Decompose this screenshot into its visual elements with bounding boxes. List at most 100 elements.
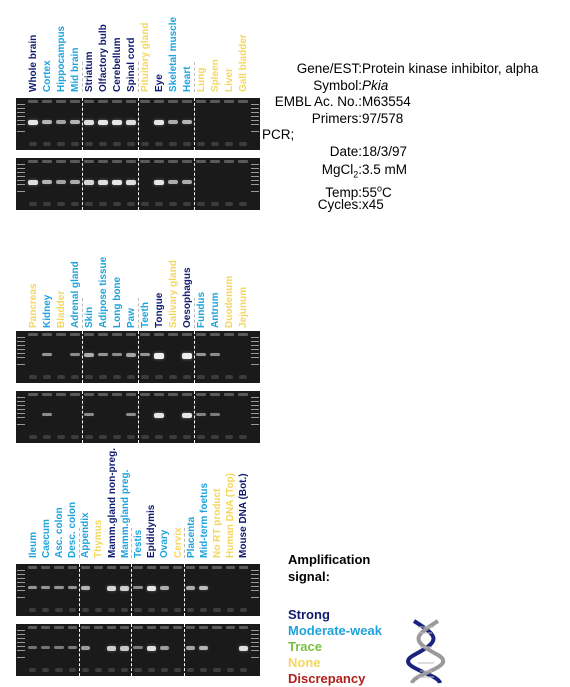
pcr-band [84,353,94,357]
gel-well [84,333,94,336]
primer-smear [55,668,63,672]
gel-lane [236,98,250,150]
primer-smear [99,202,107,206]
primer-smear [99,375,107,379]
gel-well [238,333,248,336]
info-row: MgCl2:3.5 mM [262,161,407,184]
gel-lane [236,158,250,210]
lane-label: Mid-term foetus [198,483,210,558]
gel-well [210,100,220,103]
gel-lane [52,564,65,616]
primer-smear [57,375,65,379]
dna-ladder [16,98,26,150]
pcr-band [42,120,52,124]
pcr-band [42,180,52,184]
primer-smear [160,668,168,672]
gel-well [112,100,122,103]
lane-label: Epididymis [146,504,158,558]
lane-label: Cortex [42,60,53,92]
pcr-band [67,646,77,649]
gel-well [210,333,220,336]
lane-label: Lung [196,67,207,92]
primer-smear [147,608,155,612]
primer-smear [29,142,37,146]
lane-label: Desc. colon [67,501,79,558]
gel-image-1a [16,98,260,150]
primer-smear [141,375,149,379]
gel-lane [208,158,222,210]
gel-well [84,160,94,163]
pcr-band [42,413,52,416]
gel-lane [158,564,171,616]
gel-well [28,393,38,396]
primer-smear [169,435,177,439]
pcr-band [112,353,122,356]
legend-item-strong: Strong [288,607,330,622]
gel-lane [92,564,105,616]
gel-well [133,626,143,629]
gel-lane [138,331,152,383]
gel-lane [118,564,131,616]
primer-smear [183,435,191,439]
pcr-band [112,180,122,185]
primer-smear [155,142,163,146]
gel-well [42,100,52,103]
lane-label: Mouse DNA (Bot.) [238,473,250,558]
pcr-band [168,180,178,184]
gel-well [112,160,122,163]
pcr-band [120,646,130,651]
gel-well [28,333,38,336]
lane-label: Skin [84,306,95,328]
gel-lane [158,624,171,676]
lane-label: Appendix [80,512,92,558]
gel-well [98,393,108,396]
pcr-band [146,646,156,651]
legend-title-line1: Amplification [288,552,371,567]
pcr-band [56,120,66,124]
pcr-band [168,120,178,124]
pcr-band [41,586,51,589]
legend-item-none: None [288,655,321,670]
info-value: x45 [362,197,384,212]
pcr-band [42,353,52,356]
gel-image-3a [16,564,260,616]
dna-helix-icon [406,619,446,685]
gel-well [182,393,192,396]
info-row: PCR; [262,126,294,144]
info-row: Gene/EST:Protein kinase inhibitor, alpha [262,60,539,78]
gel-lane [222,331,236,383]
info-row: Primers:97/578 [262,110,404,128]
gel-lane [145,624,158,676]
dna-ladder [16,158,26,210]
lane-label: No RT product [212,488,224,558]
primer-smear [239,668,247,672]
label-divider [194,62,195,92]
primer-smear [81,668,89,672]
lane-label: Pituitary gland [140,22,151,92]
primer-smear [169,375,177,379]
gel-lane [224,624,237,676]
gel-well [54,566,64,569]
dna-ladder [250,331,260,383]
gel-well [42,333,52,336]
pcr-band [154,413,164,418]
gel-well [238,160,248,163]
primer-smear [55,608,63,612]
info-value: 18/3/97 [362,144,408,159]
primer-smear [43,142,51,146]
group-divider [78,624,80,676]
primer-smear [141,142,149,146]
primer-smear [183,202,191,206]
group-divider [138,158,139,210]
gel-lane [210,564,223,616]
gel-lane [40,158,54,210]
panel-3: Ileum Caecum Asc. colon Desc. colon Appendix… [0,445,265,685]
gel-well [98,160,108,163]
gel-image-3b [16,624,260,676]
gel-well [112,333,122,336]
label-divider [194,298,195,328]
primer-smear [141,202,149,206]
gel-lane [40,331,54,383]
lane-label: Heart [182,66,193,92]
gel-lane [184,564,197,616]
